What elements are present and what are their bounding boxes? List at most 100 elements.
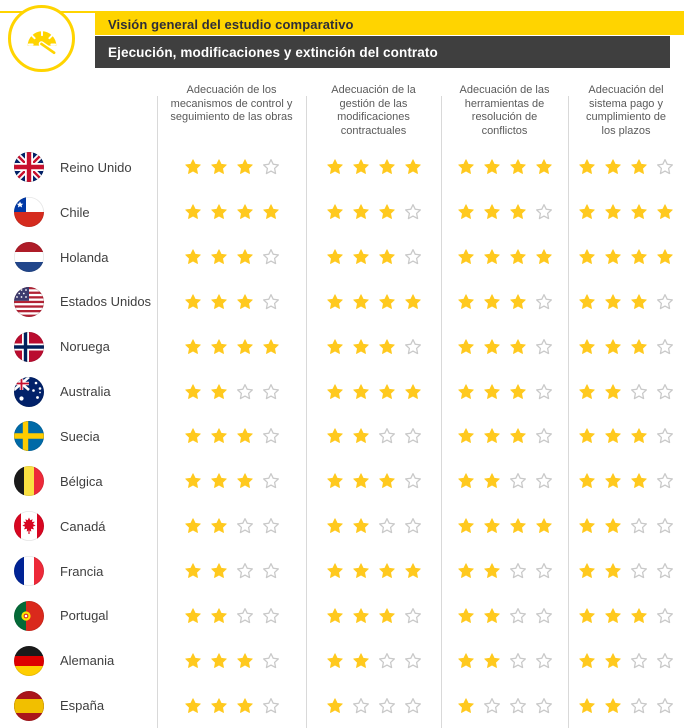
star-filled-icon	[535, 159, 552, 175]
star-filled-icon	[579, 518, 595, 534]
star-rating	[568, 652, 684, 670]
star-filled-icon	[262, 204, 279, 220]
star-filled-icon	[352, 473, 369, 489]
star-rating	[157, 248, 306, 266]
star-filled-icon	[457, 294, 474, 309]
table-row: Chile	[0, 190, 684, 235]
star-filled-icon	[509, 518, 526, 534]
kicker-bar: Visión general del estudio comparativo	[95, 13, 684, 35]
star-filled-icon	[509, 383, 526, 399]
star-filled-icon	[579, 697, 595, 713]
star-rating	[157, 158, 306, 176]
star-filled-icon	[605, 249, 621, 265]
star-empty-icon	[236, 518, 253, 534]
star-filled-icon	[657, 204, 673, 220]
star-empty-icon	[378, 518, 395, 534]
star-filled-icon	[404, 159, 421, 175]
star-rating	[568, 248, 684, 266]
star-empty-icon	[509, 473, 526, 489]
table-row: Francia	[0, 549, 684, 594]
country-name: Canadá	[60, 518, 106, 534]
star-filled-icon	[579, 294, 595, 309]
star-filled-icon	[184, 428, 201, 444]
star-filled-icon	[184, 697, 201, 713]
star-empty-icon	[262, 652, 279, 668]
star-rating	[306, 652, 441, 670]
star-filled-icon	[605, 518, 621, 534]
star-filled-icon	[631, 428, 647, 444]
star-rating	[441, 248, 568, 266]
star-filled-icon	[210, 608, 227, 623]
star-filled-icon	[535, 249, 552, 265]
table-row: Noruega	[0, 324, 684, 369]
country-name: Estados Unidos	[60, 294, 152, 310]
column-divider	[306, 96, 307, 728]
country-cell: Francia	[0, 556, 157, 587]
star-empty-icon	[631, 563, 647, 579]
flag-ca-icon	[14, 511, 44, 542]
star-empty-icon	[535, 338, 552, 354]
table-row: Australia	[0, 369, 684, 414]
star-filled-icon	[210, 294, 227, 309]
star-filled-icon	[605, 294, 621, 309]
star-filled-icon	[210, 518, 227, 534]
star-empty-icon	[404, 518, 421, 534]
star-filled-icon	[457, 697, 474, 713]
star-empty-icon	[535, 652, 552, 668]
star-empty-icon	[509, 563, 526, 579]
star-filled-icon	[579, 339, 595, 354]
star-empty-icon	[631, 383, 647, 399]
star-rating	[568, 203, 684, 221]
star-filled-icon	[184, 652, 201, 668]
top-accent-line	[0, 11, 684, 13]
country-name: Francia	[60, 563, 104, 579]
gauge-icon	[8, 5, 75, 72]
star-filled-icon	[605, 608, 621, 623]
star-filled-icon	[457, 563, 474, 578]
star-filled-icon	[457, 383, 474, 399]
star-filled-icon	[236, 249, 253, 265]
star-filled-icon	[657, 249, 673, 265]
flag-nl-icon	[14, 242, 44, 273]
star-rating	[306, 248, 441, 266]
star-filled-icon	[352, 428, 369, 444]
star-rating	[157, 427, 306, 445]
star-empty-icon	[262, 518, 279, 534]
star-filled-icon	[352, 339, 369, 354]
star-rating	[441, 383, 568, 401]
star-filled-icon	[352, 383, 369, 399]
star-empty-icon	[535, 293, 552, 310]
star-filled-icon	[579, 204, 595, 220]
star-filled-icon	[457, 518, 474, 534]
table-row: Alemania	[0, 638, 684, 683]
star-empty-icon	[262, 697, 279, 713]
column-divider	[441, 96, 442, 728]
star-filled-icon	[236, 294, 253, 309]
star-empty-icon	[262, 563, 279, 579]
star-filled-icon	[378, 294, 395, 309]
star-filled-icon	[184, 204, 201, 220]
country-name: Reino Unido	[60, 159, 132, 175]
star-filled-icon	[326, 518, 343, 534]
table-row: Portugal	[0, 593, 684, 638]
star-empty-icon	[236, 383, 253, 399]
star-filled-icon	[236, 652, 253, 668]
star-filled-icon	[236, 339, 253, 354]
flag-pt-icon	[14, 600, 44, 631]
star-filled-icon	[210, 204, 227, 220]
star-rating	[157, 697, 306, 715]
flag-us-icon	[14, 286, 44, 317]
star-filled-icon	[326, 159, 343, 175]
star-filled-icon	[352, 563, 369, 578]
table-row: Reino Unido	[0, 145, 684, 190]
star-empty-icon	[657, 473, 673, 489]
star-filled-icon	[457, 428, 474, 444]
flag-no-icon	[14, 331, 44, 362]
star-filled-icon	[579, 608, 595, 623]
star-filled-icon	[631, 249, 647, 265]
star-filled-icon	[483, 608, 500, 623]
star-filled-icon	[352, 652, 369, 668]
flag-se-icon	[14, 421, 44, 452]
star-filled-icon	[326, 204, 343, 220]
table-row: Canadá	[0, 504, 684, 549]
